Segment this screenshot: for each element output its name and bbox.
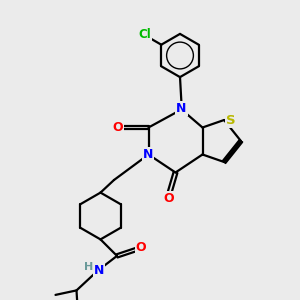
Text: O: O [136,241,146,254]
Text: N: N [176,102,187,116]
Text: S: S [226,113,236,127]
Text: O: O [163,191,174,205]
Text: N: N [143,148,153,161]
Text: O: O [112,121,123,134]
Text: N: N [94,263,104,277]
Text: H: H [85,262,94,272]
Text: Cl: Cl [138,28,151,41]
